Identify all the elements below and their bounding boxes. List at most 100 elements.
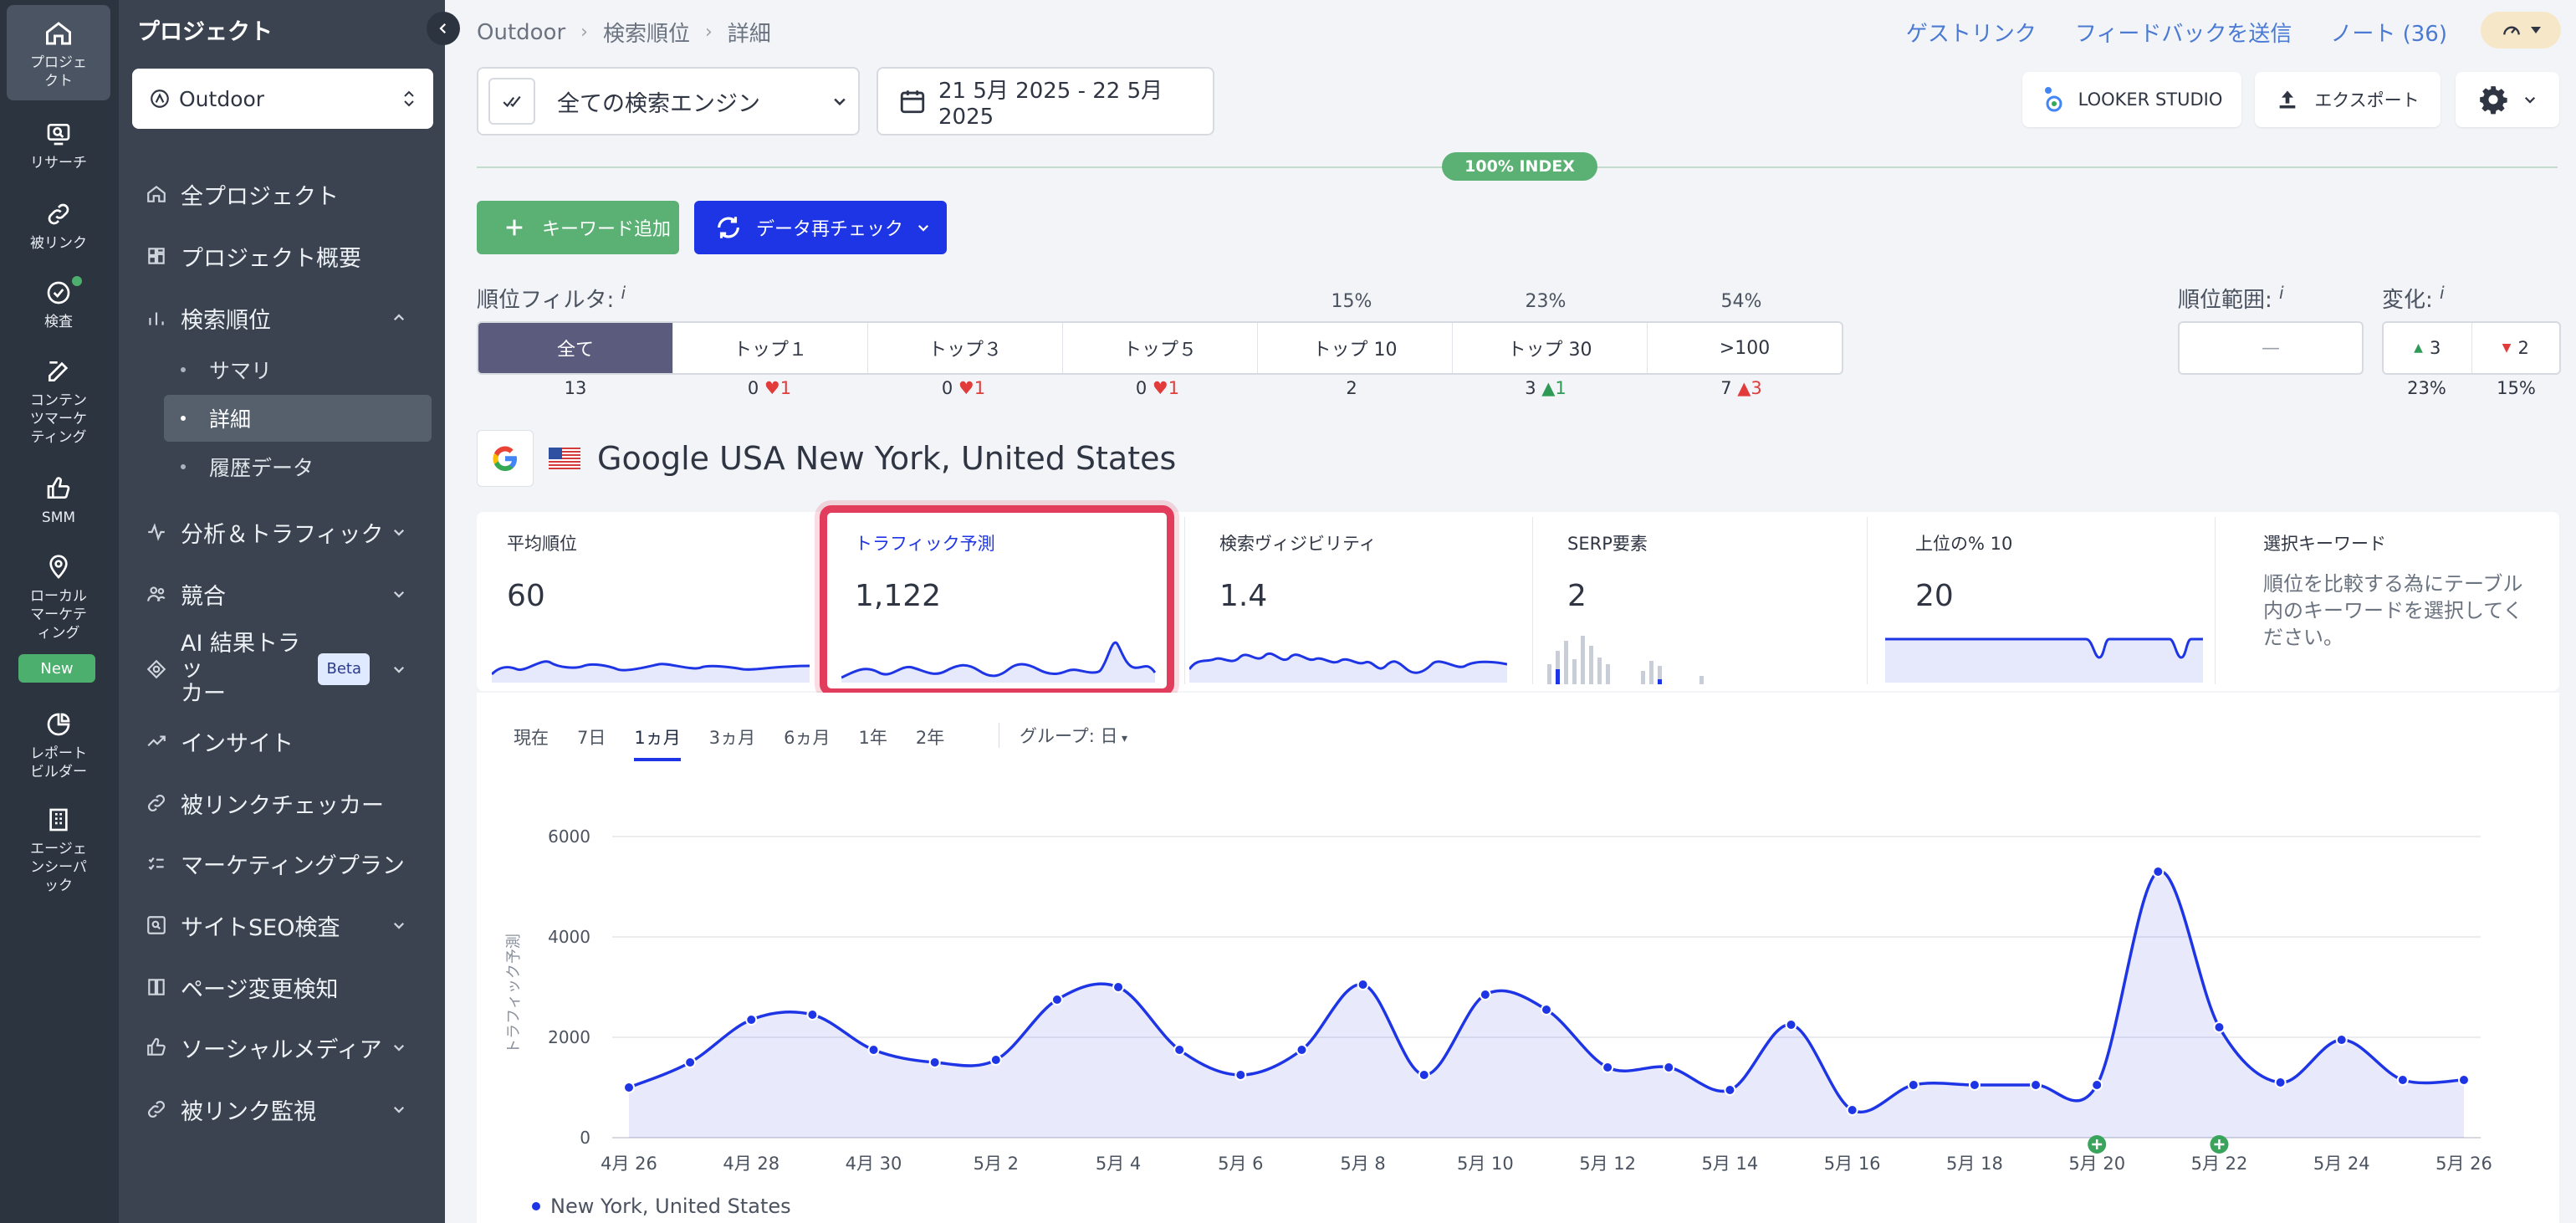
filter-top10[interactable]: トップ 10 [1257, 323, 1452, 373]
data-point[interactable] [1785, 1019, 1797, 1031]
export-button[interactable]: エクスポート [2255, 72, 2441, 127]
sidebar-item-site-audit[interactable]: サイトSEO検査 [144, 902, 420, 949]
metric-avg-position[interactable]: 平均順位 60 [477, 512, 820, 691]
filter-top30[interactable]: トップ 30 [1452, 323, 1647, 373]
sidebar-item-marketing-plan[interactable]: マーケティングプラン [144, 840, 420, 887]
tab-3m[interactable]: 3ヵ月 [708, 728, 756, 748]
data-point[interactable] [1050, 994, 1063, 1006]
data-point[interactable] [1357, 979, 1369, 990]
data-point[interactable] [806, 1009, 819, 1021]
tab-6m[interactable]: 6ヵ月 [784, 728, 831, 748]
chart-legend[interactable]: New York, United States [532, 1195, 791, 1218]
data-point[interactable] [2396, 1074, 2409, 1086]
add-keyword-button[interactable]: キーワード追加 [477, 201, 679, 254]
info-icon[interactable]: i [2279, 283, 2284, 303]
rail-research[interactable]: リサーチ [7, 117, 110, 172]
sidebar-item-backlink-checker[interactable]: 被リンクチェッカー [144, 780, 420, 826]
breadcrumb-project[interactable]: Outdoor [477, 19, 566, 45]
data-point[interactable] [745, 1014, 758, 1026]
rail-content-marketing[interactable]: コンテン ツマーケ ティング [7, 355, 110, 447]
data-point[interactable] [1663, 1062, 1675, 1073]
date-range-picker[interactable]: 21 5月 2025 - 22 5月 2025 [877, 67, 1214, 136]
sidebar-item-competitors[interactable]: 競合 [144, 571, 420, 617]
rail-audit[interactable]: 検査 [7, 276, 110, 331]
data-point[interactable] [1296, 1044, 1308, 1056]
rail-backlinks[interactable]: 被リンク [7, 197, 110, 253]
search-engine-select[interactable]: 全ての検索エンジン [477, 67, 860, 136]
metric-traffic-forecast[interactable]: トラフィック予測 1,122 [825, 512, 1168, 691]
position-range-input[interactable]: — [2178, 321, 2364, 375]
data-point[interactable] [2274, 1077, 2287, 1088]
sidebar-item-project-overview[interactable]: プロジェクト概要 [144, 233, 420, 279]
filter-top3[interactable]: トップ３ [867, 323, 1062, 373]
sidebar-item-insights[interactable]: インサイト [144, 718, 420, 765]
sidebar-item-analytics[interactable]: 分析＆トラフィック [144, 509, 420, 555]
metric-search-visibility[interactable]: 検索ヴィジビリティ 1.4 [1189, 512, 1532, 691]
tab-1m[interactable]: 1ヵ月 [634, 724, 681, 761]
data-point[interactable] [989, 1054, 1002, 1066]
filter-over100[interactable]: >100 [1647, 323, 1842, 373]
change-down-filter[interactable]: ▼ 2 [2472, 323, 2560, 373]
data-point[interactable] [1907, 1079, 1919, 1091]
tab-2y[interactable]: 2年 [915, 728, 945, 748]
data-point[interactable] [2091, 1079, 2103, 1091]
change-up-filter[interactable]: ▲ 3 [2384, 323, 2472, 373]
metric-top10-pct[interactable]: 上位の% 10 20 [1885, 512, 2228, 691]
data-point[interactable] [2152, 866, 2165, 878]
breadcrumb-rankings[interactable]: 検索順位 [602, 22, 690, 47]
data-point[interactable] [1418, 1069, 1430, 1081]
sidebar-subitem-history[interactable]: 履歴データ [164, 443, 432, 490]
sidebar-item-rankings[interactable]: 検索順位 [144, 294, 420, 341]
data-point[interactable] [2335, 1034, 2348, 1046]
rail-agency-pack[interactable]: エージェ ンシーパ ック [7, 803, 110, 895]
data-point[interactable] [1968, 1079, 1981, 1091]
filter-all[interactable]: 全て [478, 323, 672, 373]
data-point[interactable] [2030, 1079, 2042, 1091]
group-by-select[interactable]: グループ: 日 ▾ [999, 723, 1127, 748]
rail-smm[interactable]: SMM [7, 472, 110, 527]
data-point[interactable] [1173, 1044, 1186, 1056]
data-point[interactable] [867, 1044, 880, 1056]
rail-local-marketing[interactable]: ローカル マーケテ ィング [7, 550, 110, 642]
data-point[interactable] [2213, 1021, 2226, 1033]
data-point[interactable] [1724, 1084, 1736, 1096]
tab-7d[interactable]: 7日 [577, 728, 606, 748]
looker-studio-button[interactable]: LOOKER STUDIO [2022, 72, 2241, 127]
info-icon[interactable]: i [2440, 283, 2445, 303]
project-selector[interactable]: Outdoor [132, 69, 433, 129]
data-point[interactable] [928, 1057, 941, 1068]
data-point[interactable] [623, 1082, 635, 1093]
rail-projects[interactable]: プロジェ クト [7, 5, 110, 100]
data-point[interactable] [1846, 1104, 1858, 1116]
data-point[interactable] [1479, 989, 1491, 1000]
data-point[interactable] [684, 1057, 697, 1068]
rail-report-builder[interactable]: レポート ビルダー [7, 708, 110, 781]
data-point[interactable] [1602, 1062, 1614, 1073]
data-point[interactable] [1234, 1069, 1247, 1081]
data-point[interactable] [1541, 1004, 1552, 1016]
filter-top5[interactable]: トップ５ [1062, 323, 1257, 373]
data-point[interactable] [2458, 1074, 2470, 1086]
notes-link[interactable]: ノート (36) [2330, 22, 2447, 47]
metric-serp-features[interactable]: SERP要素 2 [1537, 512, 1880, 691]
plus-marker-icon[interactable] [2210, 1135, 2229, 1154]
settings-button[interactable] [2456, 72, 2559, 127]
tab-1y[interactable]: 1年 [858, 728, 887, 748]
collapse-sidebar-button[interactable] [427, 12, 460, 45]
sidebar-item-all-projects[interactable]: 全プロジェクト [144, 171, 420, 217]
guest-link[interactable]: ゲストリンク [1905, 22, 2037, 47]
tab-now[interactable]: 現在 [514, 728, 549, 748]
sidebar-subitem-details[interactable]: 詳細 [164, 395, 432, 442]
sidebar-subitem-summary[interactable]: サマリ [164, 346, 432, 393]
sidebar-item-page-changes[interactable]: ページ変更検知 [144, 964, 420, 1011]
speed-menu-button[interactable] [2481, 12, 2561, 49]
plus-marker-icon[interactable] [2088, 1135, 2107, 1154]
filter-top1[interactable]: トップ１ [672, 323, 867, 373]
data-point[interactable] [1112, 981, 1125, 993]
sidebar-item-social-media[interactable]: ソーシャルメディア [144, 1024, 420, 1071]
sidebar-item-backlink-monitor[interactable]: 被リンク監視 [144, 1086, 420, 1133]
recheck-data-button[interactable]: データ再チェック [694, 201, 947, 254]
sidebar-item-ai-tracker[interactable]: AI 結果トラッ カー Beta [144, 632, 420, 707]
send-feedback-link[interactable]: フィードバックを送信 [2074, 22, 2292, 47]
info-icon[interactable]: i [621, 283, 626, 303]
